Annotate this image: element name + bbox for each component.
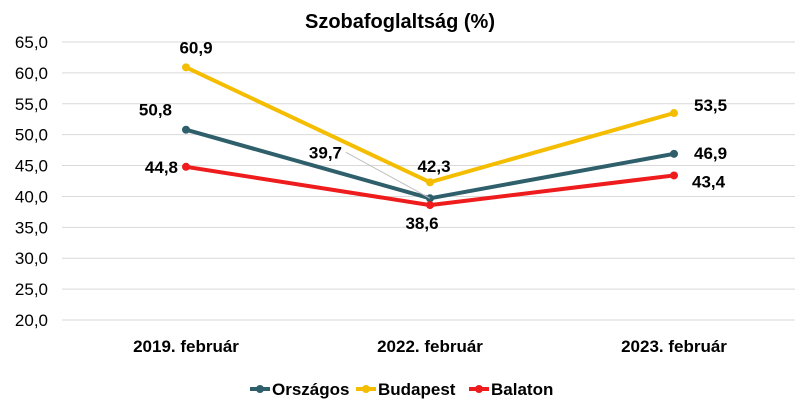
legend-marker-orszagos	[256, 385, 264, 393]
y-tick-label: 40,0	[15, 187, 48, 206]
legend-marker-budapest	[362, 385, 370, 393]
y-tick-label: 30,0	[15, 249, 48, 268]
data-point-budapest	[182, 63, 190, 72]
chart-title: Szobafoglaltság (%)	[305, 11, 495, 33]
data-label-orszagos: 50,8	[139, 101, 172, 120]
data-label-balaton: 44,8	[145, 158, 178, 177]
data-point-balaton	[426, 201, 434, 210]
data-label-orszagos: 46,9	[694, 144, 727, 163]
x-axis-categories: 2019. február 2022. február 2023. február	[133, 337, 727, 356]
y-tick-label: 35,0	[15, 218, 48, 237]
data-label-balaton: 43,4	[692, 172, 726, 191]
data-label-budapest: 53,5	[694, 96, 727, 115]
data-label-budapest: 42,3	[417, 157, 450, 176]
legend-label-orszagos: Országos	[272, 380, 349, 399]
data-point-budapest	[670, 109, 678, 118]
y-tick-label: 65,0	[15, 33, 48, 52]
data-labels: 50,8 39,7 46,9 60,9 42,3 53,5 44,8 38,6 43,4	[139, 38, 727, 233]
legend-label-budapest: Budapest	[378, 380, 456, 399]
y-tick-label: 55,0	[15, 95, 48, 114]
data-label-budapest: 60,9	[179, 38, 212, 57]
legend: Országos Budapest Balaton	[250, 380, 553, 399]
legend-label-balaton: Balaton	[491, 380, 553, 399]
label-leader-lines	[345, 151, 431, 199]
data-point-balaton	[182, 162, 190, 171]
x-category-label: 2022. február	[377, 337, 483, 356]
data-label-orszagos: 39,7	[309, 143, 342, 162]
y-axis-ticks: 20,0 25,0 30,0 35,0 40,0 45,0 50,0 55,0 60,0 65,0	[15, 33, 48, 330]
y-tick-label: 20,0	[15, 311, 48, 330]
x-category-label: 2019. február	[133, 337, 239, 356]
y-tick-label: 50,0	[15, 126, 48, 145]
data-point-balaton	[670, 171, 678, 180]
label-leader-line	[345, 151, 431, 199]
y-tick-label: 25,0	[15, 280, 48, 299]
series-lines	[182, 63, 678, 210]
legend-marker-balaton	[475, 385, 483, 393]
data-label-balaton: 38,6	[405, 214, 438, 233]
data-point-budapest	[426, 178, 434, 187]
y-tick-label: 45,0	[15, 157, 48, 176]
data-point-orszagos	[670, 149, 678, 158]
x-category-label: 2023. február	[621, 337, 727, 356]
y-tick-label: 60,0	[15, 64, 48, 83]
data-point-orszagos	[182, 125, 190, 134]
